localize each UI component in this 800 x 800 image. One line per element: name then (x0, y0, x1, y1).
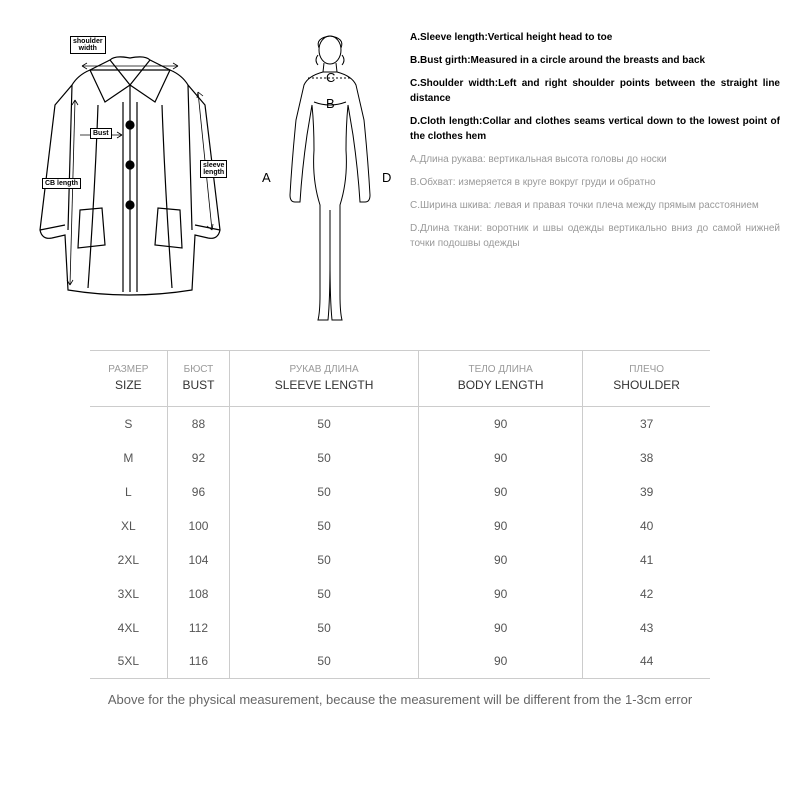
table-cell: L (90, 475, 167, 509)
table-cell: 100 (167, 509, 230, 543)
desc-b-ru: В.Обхват: измеряется в круге вокруг груд… (410, 175, 780, 190)
table-cell: 40 (583, 509, 710, 543)
table-row: M92509038 (90, 441, 710, 475)
label-sleeve: sleevelength (200, 160, 227, 178)
table-cell: 50 (230, 577, 419, 611)
desc-c-ru: С.Ширина шкива: левая и правая точки пле… (410, 198, 780, 213)
desc-d: D.Cloth length:Collar and clothes seams … (410, 114, 780, 144)
table-cell: 90 (418, 577, 582, 611)
table-cell: 43 (583, 611, 710, 645)
th-body: ТЕЛО ДЛИНАBODY LENGTH (418, 351, 582, 407)
table-cell: 108 (167, 577, 230, 611)
letter-a: A (262, 170, 271, 185)
table-cell: 50 (230, 441, 419, 475)
table-body: S88509037M92509038L96509039XL1005090402X… (90, 407, 710, 679)
size-table: РАЗМЕРSIZE БЮСТBUST РУКАВ ДЛИНАSLEEVE LE… (90, 350, 710, 679)
table-cell: 37 (583, 407, 710, 441)
letter-b: B (326, 96, 335, 111)
desc-c: C.Shoulder width:Left and right shoulder… (410, 76, 780, 106)
table-cell: 42 (583, 577, 710, 611)
table-cell: 50 (230, 509, 419, 543)
table-cell: 38 (583, 441, 710, 475)
body-diagram: A B C D (260, 30, 400, 330)
table-cell: 39 (583, 475, 710, 509)
th-shoulder: ПЛЕЧОSHOULDER (583, 351, 710, 407)
table-cell: 50 (230, 611, 419, 645)
desc-a-ru: А.Длина рукава: вертикальная высота голо… (410, 152, 780, 167)
table-cell: 4XL (90, 611, 167, 645)
table-cell: 96 (167, 475, 230, 509)
footer-note: Above for the physical measurement, beca… (0, 691, 800, 709)
coat-diagram: shoulderwidth Bust CB length sleevelengt… (20, 30, 240, 330)
table-cell: 50 (230, 543, 419, 577)
table-row: L96509039 (90, 475, 710, 509)
table-cell: 88 (167, 407, 230, 441)
table-row: XL100509040 (90, 509, 710, 543)
th-sleeve: РУКАВ ДЛИНАSLEEVE LENGTH (230, 351, 419, 407)
desc-b: B.Bust girth:Measured in a circle around… (410, 53, 780, 68)
table-row: 2XL104509041 (90, 543, 710, 577)
table-cell: 90 (418, 441, 582, 475)
table-cell: 50 (230, 475, 419, 509)
table-cell: 50 (230, 407, 419, 441)
descriptions: A.Sleeve length:Vertical height head to … (410, 30, 780, 330)
table-cell: 92 (167, 441, 230, 475)
table-cell: 90 (418, 645, 582, 679)
table-header-row: РАЗМЕРSIZE БЮСТBUST РУКАВ ДЛИНАSLEEVE LE… (90, 351, 710, 407)
letter-d: D (382, 170, 391, 185)
table-cell: 90 (418, 407, 582, 441)
top-section: shoulderwidth Bust CB length sleevelengt… (0, 0, 800, 340)
label-cb: CB length (42, 178, 81, 189)
desc-a: A.Sleeve length:Vertical height head to … (410, 30, 780, 45)
table-cell: M (90, 441, 167, 475)
table-row: S88509037 (90, 407, 710, 441)
desc-d-ru: D.Длина ткани: воротник и швы одежды вер… (410, 221, 780, 251)
th-bust: БЮСТBUST (167, 351, 230, 407)
table-cell: 90 (418, 509, 582, 543)
table-cell: 112 (167, 611, 230, 645)
table-row: 3XL108509042 (90, 577, 710, 611)
table-cell: 50 (230, 645, 419, 679)
table-cell: 41 (583, 543, 710, 577)
table-cell: S (90, 407, 167, 441)
table-cell: 3XL (90, 577, 167, 611)
table-cell: 116 (167, 645, 230, 679)
table-row: 4XL112509043 (90, 611, 710, 645)
label-shoulder: shoulderwidth (70, 36, 106, 54)
table-cell: XL (90, 509, 167, 543)
table-cell: 90 (418, 475, 582, 509)
letter-c: C (326, 70, 335, 85)
label-bust: Bust (90, 128, 112, 139)
table-row: 5XL116509044 (90, 645, 710, 679)
table-cell: 90 (418, 543, 582, 577)
table-cell: 2XL (90, 543, 167, 577)
table-cell: 104 (167, 543, 230, 577)
th-size: РАЗМЕРSIZE (90, 351, 167, 407)
table-cell: 44 (583, 645, 710, 679)
table-cell: 5XL (90, 645, 167, 679)
table-cell: 90 (418, 611, 582, 645)
